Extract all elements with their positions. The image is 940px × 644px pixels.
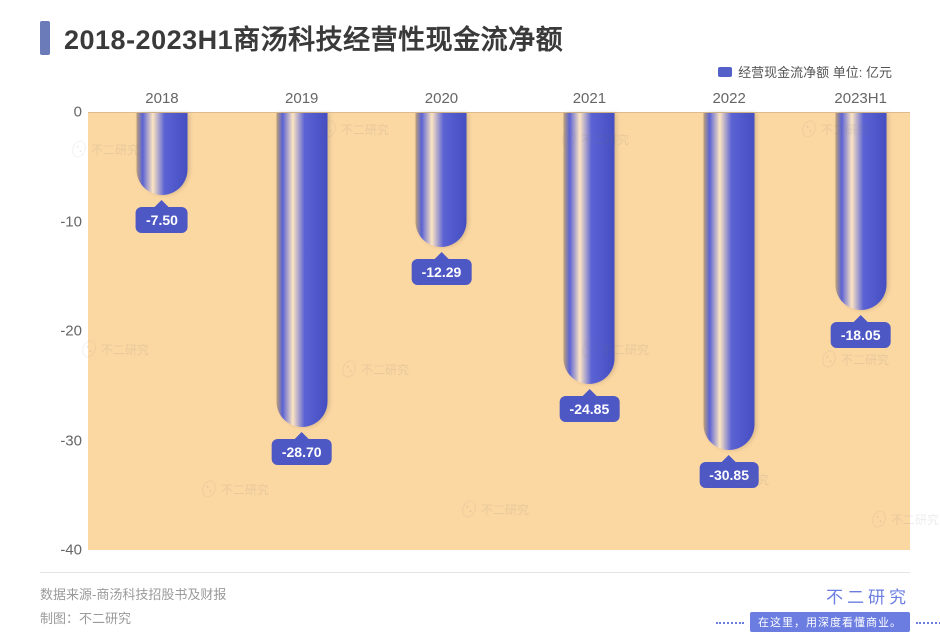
- chart-area: 0-10-20-30-40 201820192020202120222023H1…: [40, 90, 910, 550]
- y-tick-label: -10: [60, 213, 82, 230]
- brand-name: 不二研究: [750, 583, 910, 608]
- y-axis: 0-10-20-30-40: [40, 112, 88, 550]
- bar: -30.85: [704, 113, 755, 450]
- y-tick-label: -20: [60, 323, 82, 340]
- value-label: -7.50: [136, 207, 188, 233]
- plot-area: -7.50 -28.70 -12.29 -24.85 -30.85 -18.05: [88, 112, 910, 550]
- bar: -7.50: [136, 113, 187, 195]
- legend: 经营现金流净额 单位: 亿元: [718, 62, 892, 81]
- y-tick-label: -40: [60, 542, 82, 559]
- brand-tagline: 在这里，用深度看懂商业。: [750, 612, 910, 632]
- x-tick-label: 2020: [425, 90, 458, 107]
- footer: 数据来源-商汤科技招股书及财报 制图：不二研究 不二研究 在这里，用深度看懂商业…: [40, 572, 910, 632]
- bar: -24.85: [564, 113, 615, 384]
- value-label: -24.85: [560, 396, 620, 422]
- value-label: -12.29: [412, 259, 472, 285]
- y-tick-label: -30: [60, 432, 82, 449]
- legend-label: 经营现金流净额 单位: 亿元: [738, 62, 892, 81]
- value-label: -28.70: [272, 439, 332, 465]
- chart-title: 2018-2023H1商汤科技经营性现金流净额: [64, 18, 563, 57]
- data-source: 数据来源-商汤科技招股书及财报: [40, 583, 226, 608]
- title-accent-bar: [40, 21, 50, 55]
- x-tick-label: 2019: [285, 90, 318, 107]
- x-tick-label: 2021: [573, 90, 606, 107]
- bar: -18.05: [835, 113, 886, 310]
- value-label: -18.05: [831, 322, 891, 348]
- x-tick-label: 2022: [712, 90, 745, 107]
- chart-maker: 制图：不二研究: [40, 607, 226, 632]
- bar: -28.70: [276, 113, 327, 427]
- x-tick-label: 2018: [145, 90, 178, 107]
- x-axis-labels: 2018 2019 2020 2021 2022 2023H1: [88, 90, 910, 112]
- y-tick-label: 0: [74, 104, 82, 121]
- value-label: -30.85: [699, 462, 759, 488]
- legend-swatch: [718, 67, 732, 77]
- bar: -12.29: [416, 113, 467, 247]
- x-tick-label: 2023H1: [834, 90, 887, 107]
- chart-header: 2018-2023H1商汤科技经营性现金流净额: [0, 0, 940, 63]
- footer-right: 不二研究 在这里，用深度看懂商业。: [750, 583, 910, 632]
- footer-left: 数据来源-商汤科技招股书及财报 制图：不二研究: [40, 583, 226, 632]
